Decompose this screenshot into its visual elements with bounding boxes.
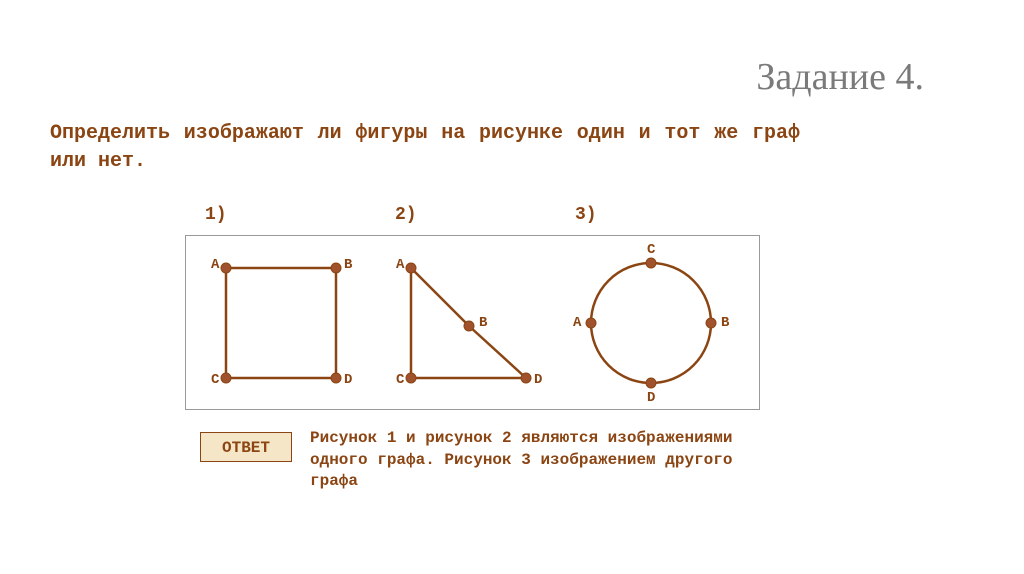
- svg-text:A: A: [573, 315, 582, 331]
- task-title: Задание 4.: [756, 55, 924, 99]
- figure-label-2: 2): [395, 205, 417, 225]
- svg-text:C: C: [211, 372, 220, 388]
- svg-text:D: D: [344, 372, 352, 388]
- svg-text:C: C: [647, 242, 656, 258]
- answer-text: Рисунок 1 и рисунок 2 являются изображен…: [310, 428, 740, 493]
- question-text: Определить изображают ли фигуры на рисун…: [50, 120, 800, 176]
- svg-text:A: A: [211, 257, 220, 273]
- svg-text:B: B: [721, 315, 730, 331]
- figure-label-3: 3): [575, 205, 597, 225]
- graphs-svg: A B C D A B C D C A B D: [186, 236, 761, 411]
- answer-button[interactable]: ОТВЕТ: [200, 432, 292, 462]
- svg-text:B: B: [479, 315, 488, 331]
- figure-label-1: 1): [205, 205, 227, 225]
- svg-text:D: D: [647, 390, 655, 406]
- svg-text:D: D: [534, 372, 542, 388]
- diagram-container: A B C D A B C D C A B D: [185, 235, 760, 410]
- svg-text:A: A: [396, 257, 405, 273]
- svg-text:C: C: [396, 372, 405, 388]
- svg-text:B: B: [344, 257, 353, 273]
